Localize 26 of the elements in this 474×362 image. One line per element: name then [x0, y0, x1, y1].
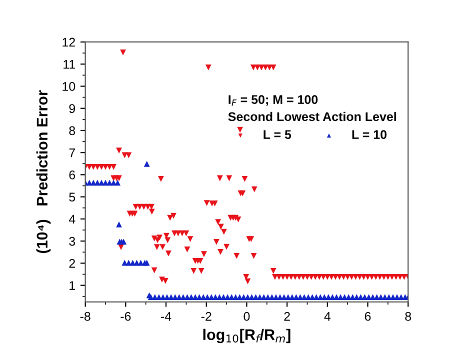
y-tick-label: 12	[62, 38, 75, 47]
x-tick-label: -2	[201, 312, 212, 321]
x-tick-label: 6	[364, 312, 371, 321]
x-tick-label: 0	[244, 312, 250, 321]
x-tick-label: -8	[80, 312, 90, 321]
y-tick-label: 2	[69, 259, 75, 268]
legend-label: L = 10	[352, 130, 387, 139]
y-tick-label: 3	[69, 236, 76, 246]
legend-label: L = 5	[264, 130, 292, 139]
legend-title: I$_{F}$ = 50; M = 100 Second Lowest Action Level	[228, 95, 396, 122]
y-tick-label: 8	[69, 126, 76, 136]
y-tick-label: 4	[68, 214, 76, 224]
x-tick-label: 4	[324, 312, 331, 321]
x-tick-label: 2	[284, 312, 290, 321]
x-tick-label: -6	[120, 312, 131, 321]
x-tick-label: 8	[405, 312, 412, 321]
y-tick-label: 5	[69, 192, 76, 202]
y-tick-label: 6	[69, 170, 76, 180]
x-tick-label: -4	[161, 312, 172, 321]
y-tick-label: 10	[62, 82, 76, 91]
y-axis-title: (10⁴) Prediction Error	[36, 90, 51, 254]
x-axis-title: log$_{10}$[R$_{f}$/R$_{m}$]	[203, 328, 290, 344]
y-tick-label: 7	[69, 148, 75, 158]
y-tick-label: 9	[69, 104, 76, 114]
y-tick-label: 1	[70, 281, 75, 290]
y-tick-label: 11	[64, 60, 75, 69]
